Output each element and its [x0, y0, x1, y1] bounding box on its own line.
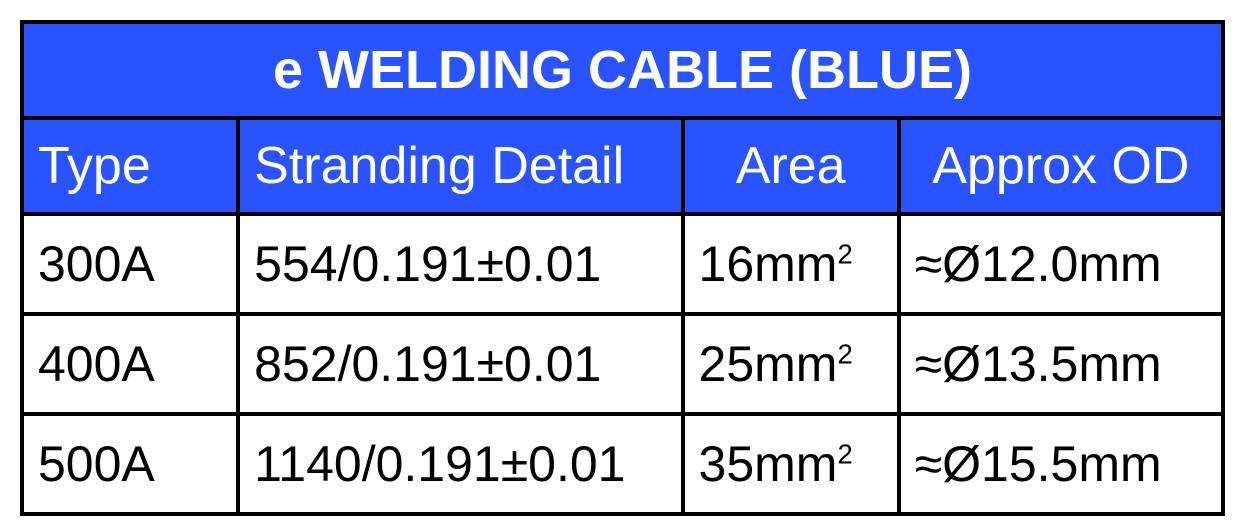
table-row: 500A 1140/0.191±0.01 35mm2 ≈Ø15.5mm	[22, 414, 1223, 514]
area-exp: 2	[837, 238, 852, 269]
table-row: 300A 554/0.191±0.01 16mm2 ≈Ø12.0mm	[22, 214, 1223, 314]
cable-spec-table-container: e WELDING CABLE (BLUE) Type Stranding De…	[0, 0, 1245, 525]
area-unit: mm	[754, 436, 837, 492]
cell-od: ≈Ø13.5mm	[899, 314, 1223, 414]
cell-stranding: 1140/0.191±0.01	[238, 414, 682, 514]
cell-area: 16mm2	[683, 214, 899, 314]
table-title: e WELDING CABLE (BLUE)	[22, 22, 1223, 118]
area-exp: 2	[837, 338, 852, 369]
col-header-od: Approx OD	[899, 118, 1223, 214]
cell-type: 300A	[22, 214, 238, 314]
cell-od: ≈Ø15.5mm	[899, 414, 1223, 514]
table-header-row: Type Stranding Detail Area Approx OD	[22, 118, 1223, 214]
col-header-area: Area	[683, 118, 899, 214]
table-row: 400A 852/0.191±0.01 25mm2 ≈Ø13.5mm	[22, 314, 1223, 414]
table-title-row: e WELDING CABLE (BLUE)	[22, 22, 1223, 118]
cell-type: 400A	[22, 314, 238, 414]
area-exp: 2	[837, 438, 852, 469]
col-header-type: Type	[22, 118, 238, 214]
cell-type: 500A	[22, 414, 238, 514]
area-value: 25	[699, 336, 755, 392]
area-value: 35	[699, 436, 755, 492]
cell-area: 35mm2	[683, 414, 899, 514]
col-header-stranding: Stranding Detail	[238, 118, 682, 214]
area-unit: mm	[754, 236, 837, 292]
area-unit: mm	[754, 336, 837, 392]
cell-area: 25mm2	[683, 314, 899, 414]
cell-od: ≈Ø12.0mm	[899, 214, 1223, 314]
cell-stranding: 554/0.191±0.01	[238, 214, 682, 314]
area-value: 16	[699, 236, 755, 292]
cable-spec-table: e WELDING CABLE (BLUE) Type Stranding De…	[20, 20, 1225, 516]
cell-stranding: 852/0.191±0.01	[238, 314, 682, 414]
